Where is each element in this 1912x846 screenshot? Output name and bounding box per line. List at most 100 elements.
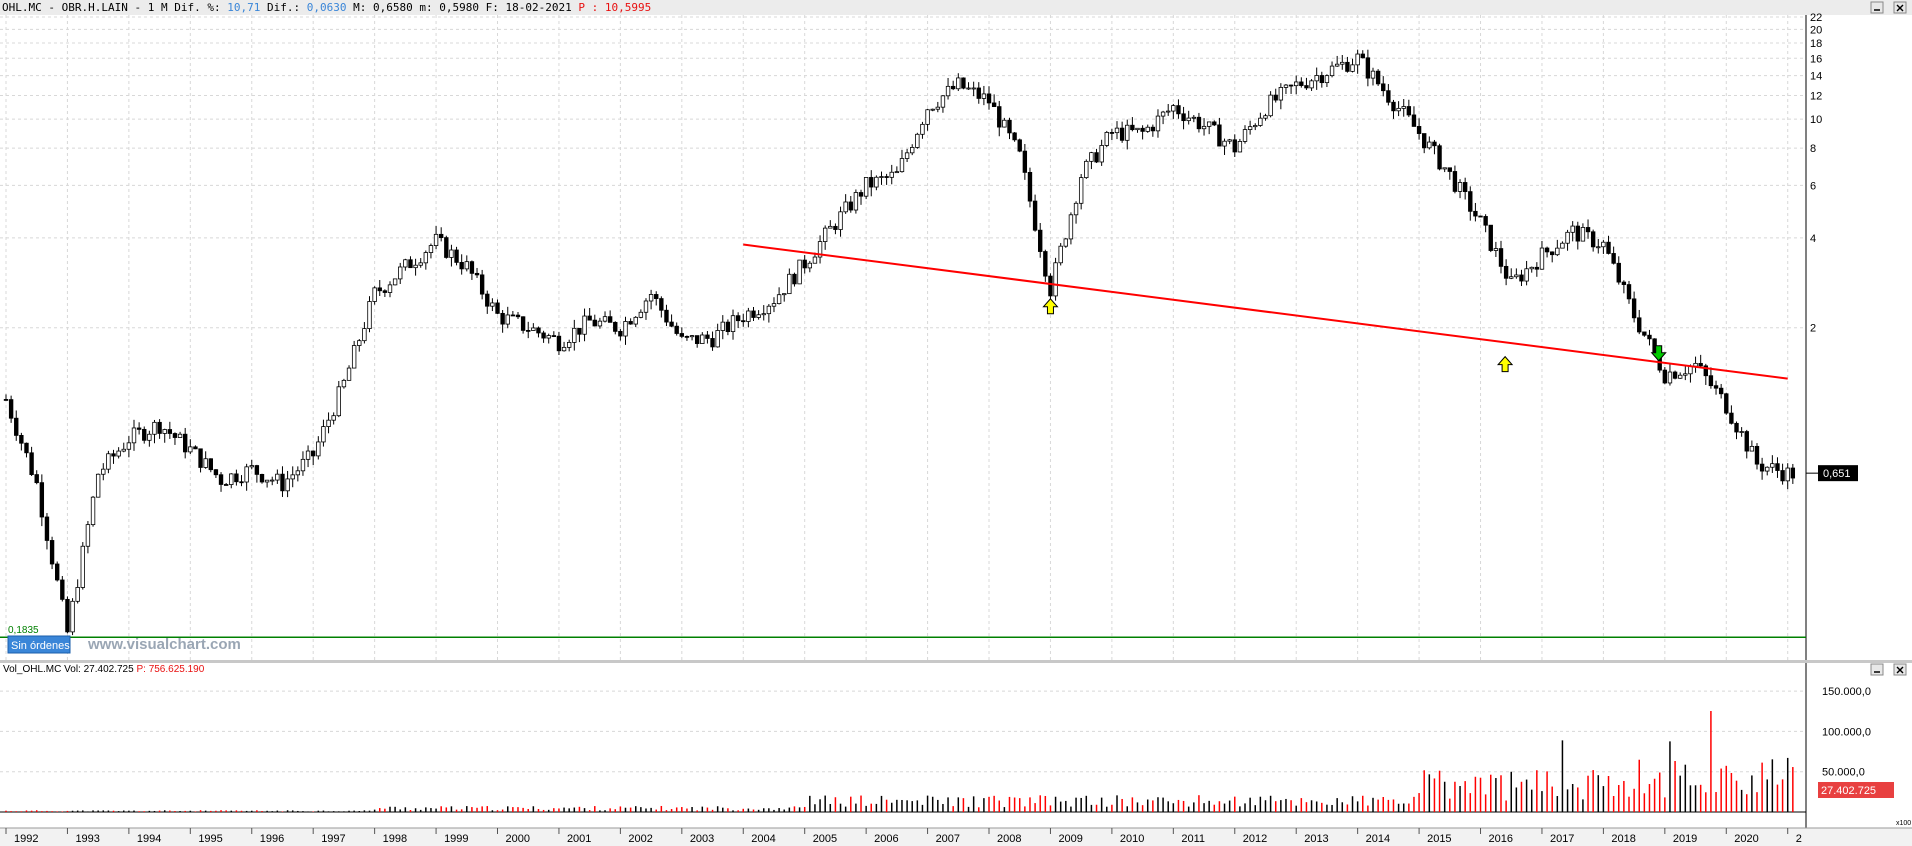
candle-body [1304,85,1309,89]
candle-body [884,176,889,178]
orders-button[interactable]: Sin órdenes [7,635,71,654]
candle-body [1109,132,1115,134]
header-high-label: M: [353,1,366,14]
candle-body [1155,115,1161,132]
candle-body [751,310,756,318]
candle-body [659,298,664,311]
candle-body [1590,231,1596,248]
candle-body [715,330,720,348]
price-tick-label: 2 [1810,323,1816,335]
volume-tick-label: 50.000,0 [1822,767,1865,779]
candle-body [1626,284,1632,300]
candle-body [869,177,874,188]
candle-body [822,227,828,242]
candle-body [925,109,930,125]
candle-body [694,335,700,344]
year-label: 2016 [1489,833,1513,845]
candle-body [966,87,971,90]
orders-button-label[interactable]: Sin órdenes [11,640,70,652]
candle-body [776,294,782,305]
candle-body [1140,127,1145,132]
candle-body [106,453,111,470]
candle-body [1022,150,1028,173]
candle-body [930,108,935,111]
year-label: 2001 [567,833,591,845]
candle-body [305,450,311,460]
candle-body [428,245,434,253]
candle-body [976,87,981,99]
panel-splitter[interactable] [0,660,1912,663]
candle-body [669,321,674,327]
year-label: 2007 [936,833,960,845]
candle-body [1580,227,1586,242]
candle-body [392,278,398,286]
year-label: 2018 [1611,833,1635,845]
candle-body [828,225,833,229]
candle-body [1073,202,1079,216]
candle-body [582,315,587,335]
candle-body [782,293,787,296]
candle-body [1278,87,1284,101]
candle-body [341,379,347,388]
candle-body [879,176,884,178]
candle-body [1452,171,1458,192]
candle-body [520,316,526,331]
candle-body [848,201,853,211]
candle-body [531,327,536,331]
year-label: 1997 [321,833,345,845]
candle-body [321,426,326,443]
year-label: 1992 [14,833,38,845]
candle-body [1191,116,1197,119]
candle-body [1324,75,1330,84]
candle-body [1575,225,1580,242]
watermark: www.visualchart.com [87,636,241,653]
volume-minimize-icon[interactable] [1870,663,1884,676]
candle-body [485,293,490,307]
candle-body [515,314,521,318]
candle-body [802,259,807,269]
candle-body [607,316,613,323]
year-label: 1996 [260,833,284,845]
header-date-label: F: [486,1,499,14]
candle-body [121,448,126,452]
candle-body [746,310,751,322]
candle-body [1104,132,1109,146]
candle-body [126,442,132,450]
candle-body [1790,467,1796,479]
volume-title-row: Vol_OHL.MC Vol: 27.402.725 P: 756.625.19… [3,664,205,675]
candle-body [858,192,864,197]
volume-panel[interactable]: Vol_OHL.MC Vol: 27.402.725 P: 756.625.19… [0,663,1911,828]
candle-body [44,516,50,541]
candle-body [70,600,75,633]
candle-body [34,474,39,484]
minimize-icon[interactable] [1870,1,1884,14]
candle-body [889,171,894,178]
candle-body [1672,371,1678,379]
candle-body [1698,362,1703,367]
candle-body [1759,463,1765,472]
price-tick-label: 22 [1810,12,1822,24]
candle-body [1201,125,1207,130]
candle-body [387,284,393,293]
close-icon[interactable] [1893,1,1907,14]
candle-body [853,192,859,211]
candle-body [423,252,429,264]
candle-body [1237,141,1243,153]
candle-body [239,481,244,484]
year-label: 2002 [628,833,652,845]
candle-body [183,433,188,453]
candle-body [172,433,178,438]
candle-body [807,262,813,269]
candle-body [1375,70,1381,85]
volume-close-icon[interactable] [1893,663,1907,676]
buy-arrow-icon [1496,355,1514,373]
candle-body [1616,262,1621,283]
header-p-label: P : [578,1,598,14]
price-panel-controls [1870,1,1907,14]
price-tick-label: 16 [1810,53,1822,65]
candle-body [843,201,848,213]
trendline[interactable] [743,243,1788,380]
candle-body [1222,140,1227,147]
